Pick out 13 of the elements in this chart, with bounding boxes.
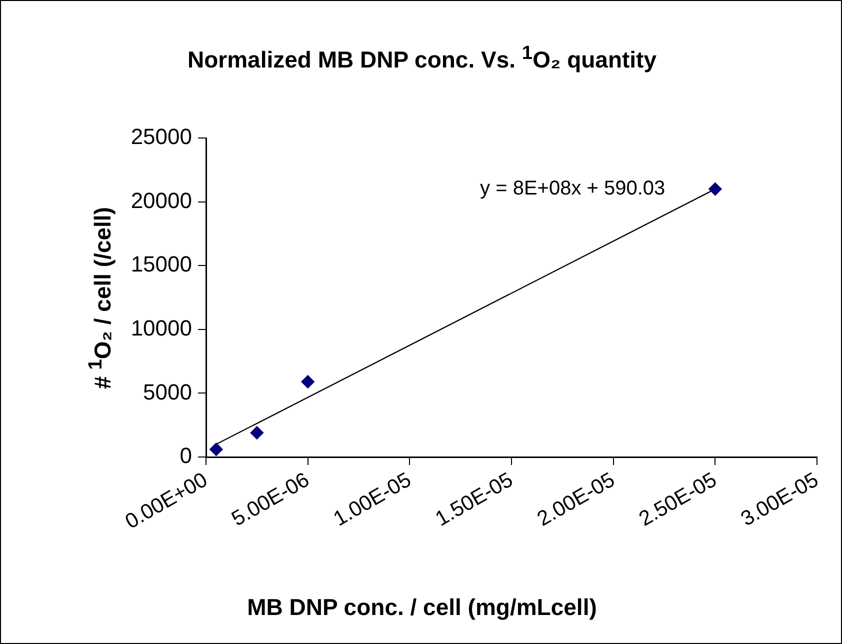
y-tick-label: 20000	[130, 188, 192, 213]
point	[250, 426, 264, 440]
y-tick-label: 10000	[130, 315, 192, 340]
y-tick-label: 25000	[130, 124, 192, 150]
y-tick-label: 0	[180, 443, 192, 468]
point	[210, 442, 223, 456]
point	[301, 375, 314, 388]
chart-title: Normalized MB DNP conc. Vs. $^{1}$O₂ quantity	[186, 43, 658, 74]
point	[708, 182, 722, 196]
annotation: y = 8E+08x + 590.03	[480, 178, 666, 200]
y-tick-label: 15000	[130, 252, 192, 277]
y-tick-label: 5000	[143, 379, 192, 404]
x-axis-title: MB DNP conc. / cell (mg/mLcell)	[246, 594, 598, 621]
